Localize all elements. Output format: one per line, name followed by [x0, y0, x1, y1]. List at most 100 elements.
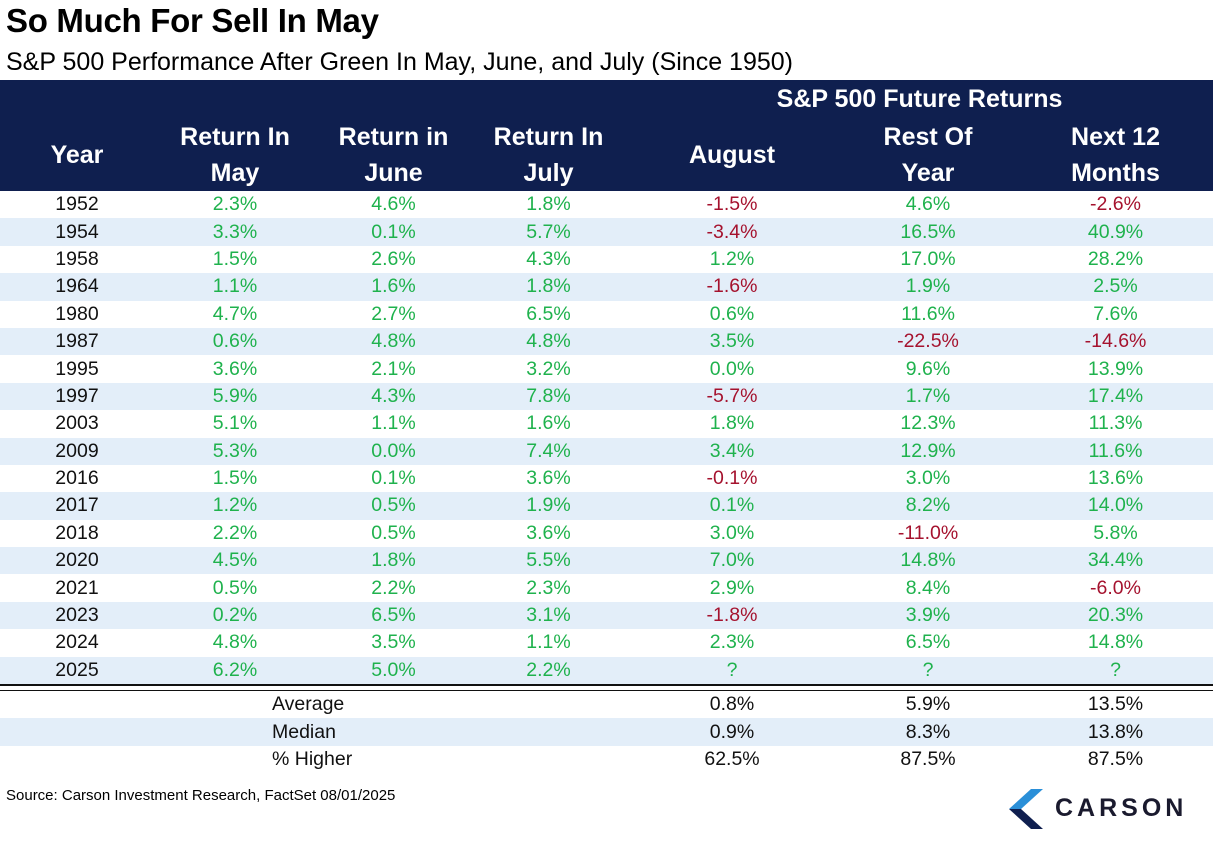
- year-cell: 2023: [0, 601, 154, 630]
- return-cell: 11.6%: [901, 302, 955, 325]
- return-cell: 0.6%: [154, 327, 316, 356]
- summary-spacer: [0, 746, 154, 773]
- return-cell: 4.7%: [212, 302, 258, 325]
- table-row: 2025 6.2% 5.0% 2.2%???: [0, 656, 1213, 686]
- column-header: Rest Of Year: [838, 118, 1018, 191]
- return-cell: 11.6%: [1018, 437, 1213, 465]
- return-cell: 7.0%: [626, 547, 838, 575]
- year-cell: 1995: [55, 357, 99, 380]
- return-cell: -3.4%: [626, 218, 838, 246]
- return-cell: 34.4%: [1018, 547, 1213, 575]
- return-cell: 3.0%: [905, 467, 951, 490]
- column-header-line1: Rest Of: [883, 122, 973, 151]
- column-header-line1: Next 12: [1071, 122, 1160, 151]
- return-cell: 4.3%: [526, 247, 571, 270]
- return-cell: 1.1%: [526, 631, 571, 654]
- return-cell: 4.8%: [212, 631, 258, 654]
- table-row: 1954 3.3% 0.1% 5.7% -3.4% 16.5% 40.9%: [0, 218, 1213, 246]
- column-header: Next 12 Months: [1018, 118, 1213, 191]
- table-row: 1995 3.6% 2.1% 3.2% 0.0% 9.6% 13.9%: [0, 355, 1213, 382]
- return-cell: 5.5%: [471, 547, 626, 575]
- return-cell: 28.2%: [1087, 247, 1144, 270]
- table-row: 1987 0.6% 4.8% 4.8% 3.5% -22.5% -14.6%: [0, 327, 1213, 356]
- return-cell: 8.2%: [838, 492, 1018, 520]
- column-header: Return In May: [154, 118, 316, 191]
- table-row: 2024 4.8% 3.5% 1.1% 2.3% 6.5% 14.8%: [0, 629, 1213, 656]
- return-cell: 2.7%: [371, 302, 416, 325]
- carson-logo-text: CARSON: [1055, 794, 1188, 822]
- return-cell: 2.1%: [371, 357, 416, 380]
- return-cell: 2.2%: [371, 576, 416, 599]
- return-cell: 1.7%: [838, 382, 1018, 411]
- return-cell: -5.7%: [626, 382, 838, 411]
- table-row: 1958 1.5% 2.6% 4.3% 1.2% 17.0% 28.2%: [0, 246, 1213, 273]
- summary-spacer: [0, 691, 154, 719]
- return-cell: ?: [1018, 656, 1213, 686]
- return-cell: 0.0%: [316, 437, 471, 465]
- return-cell: 9.6%: [905, 357, 951, 380]
- summary-value: 62.5%: [704, 748, 760, 770]
- return-cell: 3.6%: [526, 521, 571, 544]
- summary-row: Average 0.8% 5.9% 13.5%: [0, 691, 1213, 719]
- returns-table: S&P 500 Future Returns Year Return In May R…: [0, 80, 1213, 773]
- return-cell: 2.6%: [371, 247, 416, 270]
- column-header-line2: July: [523, 158, 574, 187]
- return-cell: 6.5%: [526, 302, 571, 325]
- table-row: 1980 4.7% 2.7% 6.5% 0.6% 11.6% 7.6%: [0, 301, 1213, 328]
- return-cell: ?: [626, 656, 838, 686]
- column-header-line2: June: [364, 158, 423, 187]
- return-cell: 3.4%: [626, 437, 838, 465]
- return-cell: -0.1%: [706, 467, 758, 490]
- summary-row: % Higher 62.5% 87.5% 87.5%: [0, 746, 1213, 773]
- return-cell: 1.1%: [371, 412, 416, 435]
- return-cell: -1.6%: [626, 273, 838, 301]
- return-cell: 4.6%: [371, 193, 416, 216]
- return-cell: 1.5%: [212, 467, 258, 490]
- return-cell: 4.3%: [316, 382, 471, 411]
- return-cell: 4.8%: [471, 327, 626, 356]
- return-cell: 1.1%: [154, 273, 316, 301]
- return-cell: 7.8%: [471, 382, 626, 411]
- return-cell: 1.9%: [838, 273, 1018, 301]
- table-row: 2003 5.1% 1.1% 1.6% 1.8% 12.3% 11.3%: [0, 410, 1213, 437]
- return-cell: 3.5%: [626, 327, 838, 356]
- return-cell: 2.2%: [471, 656, 626, 686]
- return-cell: 1.2%: [154, 492, 316, 520]
- year-cell: 1952: [55, 193, 99, 216]
- return-cell: 6.2%: [154, 656, 316, 686]
- table-row: 2009 5.3% 0.0% 7.4% 3.4% 12.9% 11.6%: [0, 437, 1213, 465]
- summary-value: 0.8%: [709, 693, 755, 716]
- return-cell: 14.8%: [838, 547, 1018, 575]
- return-cell: 3.5%: [371, 631, 416, 654]
- return-cell: 7.6%: [1093, 302, 1138, 325]
- return-cell: 0.1%: [316, 218, 471, 246]
- table-row: 2023 0.2% 6.5% 3.1% -1.8% 3.9% 20.3%: [0, 601, 1213, 630]
- year-cell: 2009: [0, 437, 154, 465]
- return-cell: 14.0%: [1018, 492, 1213, 520]
- return-cell: 3.6%: [526, 467, 571, 490]
- table-row: 1964 1.1% 1.6% 1.8% -1.6% 1.9% 2.5%: [0, 273, 1213, 301]
- future-returns-group-header: S&P 500 Future Returns: [626, 80, 1213, 118]
- return-cell: 1.5%: [212, 247, 258, 270]
- column-header: Year: [0, 118, 154, 191]
- page-title: So Much For Sell In May: [6, 2, 379, 39]
- return-cell: 0.6%: [709, 302, 755, 325]
- summary-value: 0.9%: [626, 718, 838, 746]
- return-cell: -11.0%: [897, 521, 959, 544]
- source-note: Source: Carson Investment Research, Fact…: [6, 787, 396, 804]
- return-cell: 2.3%: [526, 576, 571, 599]
- return-cell: 2.3%: [709, 631, 755, 654]
- return-cell: 2.2%: [212, 521, 258, 544]
- table-body: 1952 2.3% 4.6% 1.8% -1.5% 4.6% -2.6% 1954 3.3% 0.…: [0, 191, 1213, 773]
- summary-separator: [0, 684, 1213, 691]
- separator-line: [0, 684, 1213, 691]
- return-cell: 40.9%: [1018, 218, 1213, 246]
- table-row: 2021 0.5% 2.2% 2.3% 2.9% 8.4% -6.0%: [0, 574, 1213, 601]
- return-cell: 1.8%: [316, 547, 471, 575]
- column-header-line1: Return in: [338, 122, 449, 151]
- carson-logo-icon: [1009, 789, 1043, 829]
- return-cell: 4.8%: [316, 327, 471, 356]
- return-cell: 3.1%: [471, 601, 626, 630]
- return-cell: 1.6%: [526, 412, 571, 435]
- return-cell: 3.0%: [709, 521, 755, 544]
